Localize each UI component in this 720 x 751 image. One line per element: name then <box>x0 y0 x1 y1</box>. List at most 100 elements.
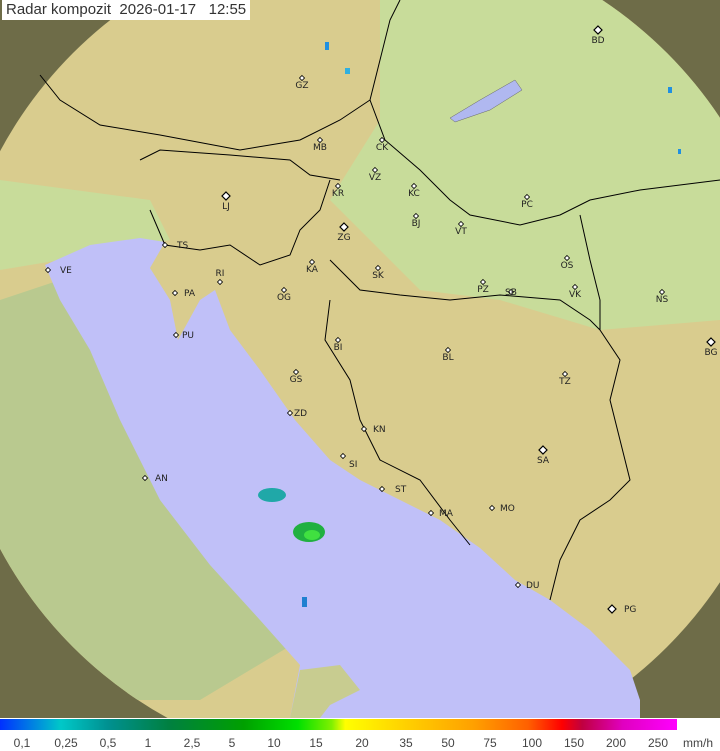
echo-cell <box>325 42 329 50</box>
echo-cell <box>302 597 307 607</box>
city-marker-icon <box>593 25 603 35</box>
city-label: KA <box>306 265 319 275</box>
city-kr: KR <box>332 182 344 199</box>
city-pc: PC <box>521 193 533 210</box>
city-ts: TS <box>161 241 188 251</box>
city-label: BL <box>442 353 453 363</box>
city-marker-icon <box>479 278 487 286</box>
city-label: RI <box>216 269 225 279</box>
city-bi: BI <box>334 336 342 353</box>
city-marker-icon <box>280 286 288 294</box>
precipitation-color-scale <box>0 719 677 730</box>
city-marker-icon <box>523 193 531 201</box>
city-marker-icon <box>507 288 515 296</box>
city-label: ST <box>395 485 407 495</box>
city-label: DU <box>526 581 540 591</box>
city-vz: VZ <box>369 166 381 183</box>
city-marker-icon <box>374 264 382 272</box>
city-label: SK <box>372 271 385 281</box>
city-bl: BL <box>442 346 454 363</box>
city-pz: PZ <box>477 278 489 295</box>
city-marker-icon <box>360 425 368 433</box>
city-label: KC <box>408 189 420 199</box>
city-label: SI <box>349 460 357 470</box>
radar-echoes <box>258 42 681 607</box>
city-label: NS <box>656 295 669 305</box>
city-bg: BG <box>705 337 718 358</box>
city-label: LJ <box>222 202 230 212</box>
city-label: TZ <box>558 377 571 387</box>
city-label: BJ <box>412 219 421 229</box>
city-marker-icon <box>571 283 579 291</box>
legend-tick: 0,25 <box>54 736 78 750</box>
city-mo: MO <box>488 504 515 514</box>
city-marker-icon <box>427 509 435 517</box>
city-os: OS <box>561 254 574 271</box>
city-label: CK <box>376 143 389 153</box>
city-label: BG <box>705 348 718 358</box>
legend-tick: 5 <box>228 736 236 750</box>
legend-tick: 150 <box>563 736 585 750</box>
city-label: KR <box>332 189 344 199</box>
city-marker-icon <box>171 289 179 297</box>
city-marker-icon <box>607 604 617 614</box>
city-label: MO <box>500 504 515 514</box>
city-du: DU <box>514 581 540 591</box>
city-marker-icon <box>298 74 306 82</box>
city-ns: NS <box>656 288 669 305</box>
city-marker-icon <box>706 337 716 347</box>
city-kc: KC <box>408 182 420 199</box>
legend-tick: 50 <box>441 736 455 750</box>
radar-map[interactable]: BD GZ MB CK VZ KR KC LJ PC BJ VT ZG TS VE KA SK OS RI PA PZ… <box>0 0 720 718</box>
city-pa: PA <box>171 289 196 299</box>
city-marker-icon <box>216 278 224 286</box>
legend-labels: 0,1 0,25 0,5 1 2,5 5 10 15 20 35 50 75 100 150 200 250 m… <box>0 736 720 751</box>
city-marker-icon <box>561 370 569 378</box>
city-marker-icon <box>316 136 324 144</box>
city-gz: GZ <box>295 74 309 91</box>
lake-balaton <box>449 79 523 123</box>
city-marker-icon <box>378 136 386 144</box>
city-ri: RI <box>216 269 225 286</box>
city-an: AN <box>141 474 168 484</box>
city-ve: VE <box>44 266 72 276</box>
city-label: OS <box>561 261 574 271</box>
city-marker-icon <box>412 212 420 220</box>
legend-tick: 0,5 <box>99 736 117 750</box>
city-marker-icon <box>292 368 300 376</box>
legend-tick: 35 <box>399 736 413 750</box>
city-markers: BD GZ MB CK VZ KR KC LJ PC BJ VT ZG TS VE KA SK OS RI PA PZ… <box>44 25 718 615</box>
southern-italy <box>290 665 360 718</box>
city-marker-icon <box>658 288 666 296</box>
echo-cell <box>258 488 286 502</box>
city-label: TS <box>176 241 188 251</box>
city-zd: ZD <box>286 409 307 419</box>
city-label: MA <box>439 509 454 519</box>
city-label: PZ <box>477 285 489 295</box>
city-marker-icon <box>334 336 342 344</box>
city-marker-icon <box>457 220 465 228</box>
legend-tick: 0,1 <box>13 736 31 750</box>
city-marker-icon <box>514 581 522 589</box>
city-st: ST <box>378 485 407 495</box>
city-pg: PG <box>607 604 636 615</box>
city-label: GS <box>290 375 303 385</box>
city-marker-icon <box>308 258 316 266</box>
legend-tick: 75 <box>483 736 497 750</box>
city-mb: MB <box>313 136 327 153</box>
city-marker-icon <box>334 182 342 190</box>
city-label: SA <box>537 456 550 466</box>
city-marker-icon <box>563 254 571 262</box>
city-marker-icon <box>410 182 418 190</box>
legend-tick: 100 <box>521 736 543 750</box>
city-label: VE <box>60 266 72 276</box>
city-label: MB <box>313 143 327 153</box>
city-bd: BD <box>591 25 605 46</box>
city-label: SB <box>505 288 517 298</box>
city-lj: LJ <box>221 191 231 212</box>
city-marker-icon <box>371 166 379 174</box>
city-label: PA <box>184 289 196 299</box>
city-pu: PU <box>172 331 194 341</box>
city-marker-icon <box>488 504 496 512</box>
city-marker-icon <box>161 241 169 249</box>
